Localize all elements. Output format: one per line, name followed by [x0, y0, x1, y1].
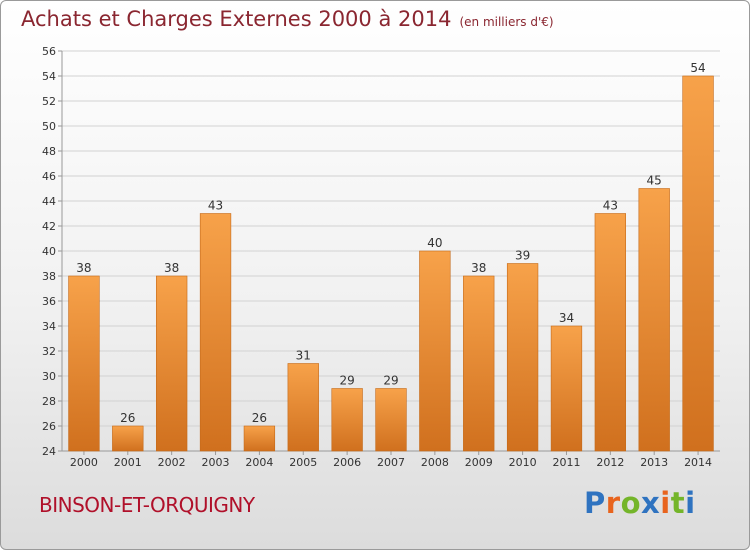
brand-letter: x	[641, 486, 661, 520]
y-tick-label: 30	[42, 370, 56, 383]
location-name: BINSON-ET-ORQUIGNY	[39, 493, 255, 517]
y-tick-label: 26	[42, 420, 56, 433]
y-tick-label: 42	[42, 220, 56, 233]
x-tick-labels: 2000 2001 2002 2003 2004 2005 2006 2007 2008 2009…	[70, 456, 712, 469]
x-tick-label: 2005	[289, 456, 317, 469]
y-tick-label: 54	[42, 70, 56, 83]
y-tick-label: 46	[42, 170, 56, 183]
value-label: 26	[252, 411, 267, 425]
value-label: 38	[76, 261, 91, 275]
bar-2014	[682, 75, 714, 452]
bar-2013	[638, 188, 670, 452]
x-tick-label: 2000	[70, 456, 98, 469]
y-tick-label: 38	[42, 270, 56, 283]
bar-2011	[550, 325, 583, 452]
bar-2005	[287, 363, 319, 452]
value-label: 31	[296, 349, 311, 363]
y-tick-label: 32	[42, 345, 56, 358]
brand-logo: Proxiti	[584, 486, 696, 520]
bar-2000	[68, 275, 100, 452]
bar-2006	[331, 388, 363, 452]
y-tick-label: 48	[42, 145, 56, 158]
title-block: Achats et Charges Externes 2000 à 2014 (e…	[21, 7, 554, 31]
value-label: 43	[208, 199, 223, 213]
brand-letter: t	[670, 486, 686, 520]
value-label: 43	[603, 199, 618, 213]
brand-letter: i	[685, 486, 696, 520]
value-label: 45	[647, 174, 662, 188]
y-tick-label: 44	[42, 195, 56, 208]
value-label: 40	[427, 236, 442, 250]
y-tick-label: 36	[42, 295, 56, 308]
brand-letter: r	[605, 486, 621, 520]
y-tick-label: 28	[42, 395, 56, 408]
value-label: 39	[515, 249, 530, 263]
y-tick-label: 24	[42, 445, 56, 458]
bar-2009	[463, 275, 495, 452]
brand-letter: i	[660, 486, 671, 520]
x-tick-label: 2002	[158, 456, 186, 469]
x-tick-label: 2014	[684, 456, 712, 469]
bar-2002	[156, 275, 188, 452]
y-tick-label: 50	[42, 120, 56, 133]
x-tick-label: 2010	[509, 456, 537, 469]
x-tick-label: 2012	[596, 456, 624, 469]
brand-letter: P	[584, 486, 606, 520]
x-tick-label: 2008	[421, 456, 449, 469]
value-label: 29	[383, 374, 398, 388]
x-tick-label: 2001	[114, 456, 142, 469]
y-tick-label: 56	[42, 45, 56, 58]
bar-2001	[112, 425, 144, 452]
value-label: 38	[164, 261, 179, 275]
x-tick-label: 2009	[465, 456, 493, 469]
chart-title: Achats et Charges Externes 2000 à 2014	[21, 7, 452, 31]
value-label: 54	[690, 61, 705, 75]
bar-2010	[506, 263, 539, 452]
x-tick-label: 2006	[333, 456, 361, 469]
x-tick-label: 2013	[640, 456, 668, 469]
x-tick-label: 2004	[245, 456, 273, 469]
bar-2012	[594, 213, 626, 452]
x-tick-label: 2011	[552, 456, 580, 469]
value-label: 38	[471, 261, 486, 275]
y-tick-labels: 24 26 28 30 32 34 36 38 40 42 44 46 48 50 52 54 56	[42, 45, 56, 458]
bar-2008	[419, 250, 451, 452]
bar-2004	[243, 425, 276, 452]
value-label: 29	[339, 374, 354, 388]
y-tick-label: 34	[42, 320, 56, 333]
y-tick-label: 40	[42, 245, 56, 258]
x-tick-label: 2003	[202, 456, 230, 469]
chart-subtitle: (en milliers d'€)	[459, 15, 554, 29]
value-label: 34	[559, 311, 574, 325]
x-tick-label: 2007	[377, 456, 405, 469]
bar-2003	[199, 213, 232, 452]
value-label: 26	[120, 411, 135, 425]
y-tick-label: 52	[42, 95, 56, 108]
bar-2007	[375, 388, 407, 452]
brand-letter: o	[620, 486, 642, 520]
bars	[68, 75, 714, 452]
value-labels: 38 26 38 43 26 31 29 29 40 38 39 34 43 45 54	[76, 61, 705, 425]
